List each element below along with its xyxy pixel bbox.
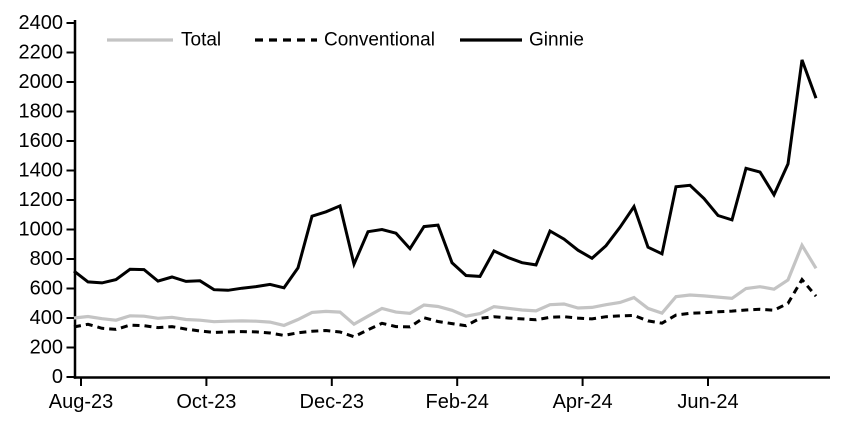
legend-item-total: Total [107, 30, 221, 51]
legend-label-total: Total [181, 30, 221, 51]
y-tick-label-400: 400 [30, 307, 63, 329]
x-tick-label-Feb-24: Feb-24 [426, 391, 489, 413]
y-tick-label-1400: 1400 [19, 160, 64, 182]
x-tick-label-Dec-23: Dec-23 [300, 391, 364, 413]
y-tick-label-2200: 2200 [19, 42, 64, 64]
legend-label-ginnie: Ginnie [529, 30, 584, 51]
legend-label-conventional: Conventional [324, 30, 435, 51]
series-line-conventional [73, 277, 818, 339]
y-tick-label-2000: 2000 [19, 71, 64, 93]
x-tick-label-Apr-24: Apr-24 [553, 391, 613, 413]
y-tick-label-2400: 2400 [19, 12, 64, 34]
y-tick-label-0: 0 [52, 366, 63, 388]
legend-item-ginnie: Ginnie [460, 30, 584, 51]
legend-item-conventional: Conventional [255, 30, 435, 51]
y-tick-label-1000: 1000 [19, 219, 64, 241]
y-tick-label-600: 600 [30, 278, 63, 300]
y-tick-label-800: 800 [30, 248, 63, 270]
y-tick-label-1600: 1600 [19, 130, 64, 152]
x-tick-label-Aug-23: Aug-23 [49, 391, 114, 413]
series-line-total [73, 241, 818, 328]
y-tick-label-1200: 1200 [19, 189, 64, 211]
y-tick-label-200: 200 [30, 337, 63, 359]
y-tick-label-1800: 1800 [19, 101, 64, 123]
x-tick-label-Oct-23: Oct-23 [176, 391, 236, 413]
x-tick-label-Jun-24: Jun-24 [677, 391, 738, 413]
series-line-ginnie [73, 59, 818, 292]
